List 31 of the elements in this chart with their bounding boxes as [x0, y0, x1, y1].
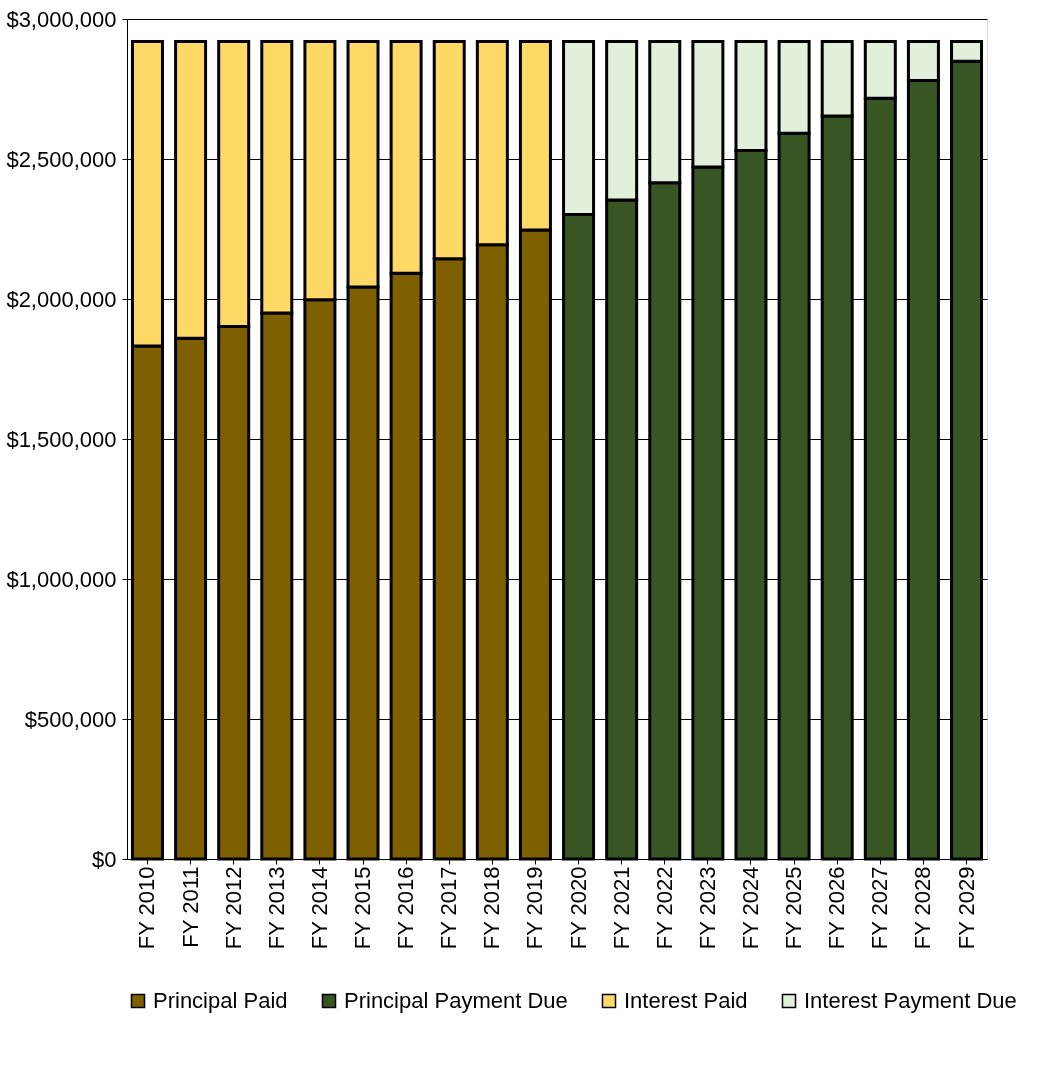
x-tick-label: FY 2017 — [436, 866, 462, 950]
x-tick-label: FY 2015 — [350, 866, 376, 950]
legend-label: Interest Paid — [624, 988, 748, 1013]
x-tick-label: FY 2010 — [134, 866, 160, 950]
y-tick-label: $0 — [92, 846, 117, 872]
legend-label: Principal Payment Due — [344, 988, 568, 1013]
y-tick-label: $1,500,000 — [6, 426, 117, 452]
x-tick-label: FY 2020 — [565, 866, 591, 950]
y-tick-label: $3,000,000 — [6, 6, 117, 32]
legend-label: Interest Payment Due — [804, 988, 1017, 1013]
legend-label: Principal Paid — [153, 988, 288, 1013]
x-tick-label: FY 2024 — [737, 866, 763, 950]
x-tick-label: FY 2012 — [220, 866, 246, 950]
x-tick-label: FY 2023 — [694, 866, 720, 950]
x-tick-label: FY 2027 — [867, 866, 893, 950]
y-tick-label: $2,000,000 — [6, 286, 117, 312]
x-tick-label: FY 2011 — [177, 866, 203, 948]
x-tick-label: FY 2026 — [824, 866, 850, 950]
y-tick-label: $2,500,000 — [6, 146, 117, 172]
y-tick-label: $500,000 — [24, 706, 117, 732]
x-tick-label: FY 2014 — [306, 866, 332, 950]
x-tick-label: FY 2028 — [910, 866, 936, 950]
y-tick-label: $1,000,000 — [6, 566, 117, 592]
x-tick-label: FY 2029 — [953, 866, 979, 950]
x-tick-label: FY 2022 — [651, 866, 677, 950]
x-tick-label: FY 2018 — [479, 866, 505, 950]
x-tick-label: FY 2021 — [608, 866, 634, 950]
x-tick-label: FY 2016 — [393, 866, 419, 950]
x-tick-label: FY 2013 — [263, 866, 289, 950]
x-tick-label: FY 2019 — [522, 866, 548, 950]
x-tick-label: FY 2025 — [781, 866, 807, 950]
